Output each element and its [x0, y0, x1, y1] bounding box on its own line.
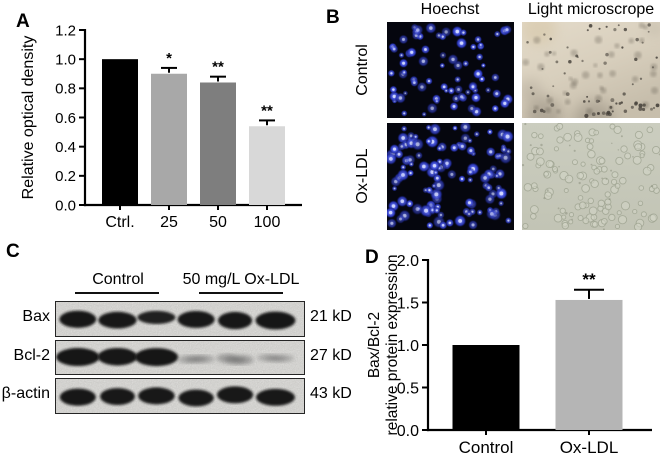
panel-c: C Control 50 mg/L Ox-LDL Bax Bcl-2 β-act… — [0, 228, 362, 457]
column-header-hoechst: Hoechst — [420, 1, 480, 18]
protein-band — [138, 387, 175, 405]
protein-label-bactin: β-actin — [1, 385, 50, 402]
y-tick-label: 1.5 — [397, 295, 419, 312]
panel-d: D 0.0 0.5 1.0 1.5 2.0 Control ** Ox-LDL Bax/Bcl-… — [362, 228, 662, 457]
y-axis-label: Bax/Bcl-2 — [366, 312, 383, 378]
panel-b: B Hoechst Light microscrope Control Ox-L… — [315, 0, 662, 232]
group-underline-control — [75, 292, 159, 294]
faint-cells — [522, 123, 660, 230]
bar-control — [452, 345, 520, 430]
protein-band — [134, 348, 179, 367]
protein-band-faint — [216, 353, 254, 365]
protein-band-faint — [177, 354, 215, 364]
axes: 0.0 0.2 0.4 0.6 0.8 1.0 1.2 — [55, 22, 302, 214]
y-tick-label: 0.6 — [55, 110, 76, 127]
y-tick-label: 0.8 — [55, 81, 76, 98]
significance-label: ** — [261, 102, 273, 119]
mw-label-43kd: 43 kD — [310, 385, 352, 402]
panel-b-label: B — [326, 7, 340, 28]
x-category-label: Ox-LDL — [560, 438, 619, 457]
y-tick-label: 0.4 — [55, 139, 76, 156]
y-axis-label: Relative optical density — [20, 36, 37, 200]
protein-band — [97, 348, 138, 366]
micrograph-light-control — [522, 22, 660, 118]
group-underline-oxldl — [199, 292, 283, 294]
x-category-label: 100 — [254, 214, 281, 228]
y-tick-label: 1.0 — [55, 52, 76, 69]
y-axis-label: relative protein expression — [384, 255, 401, 436]
bar-chart-bax-bcl2-ratio: 0.0 0.5 1.0 1.5 2.0 Control ** Ox-LDL Bax/Bcl-2 r… — [366, 253, 652, 457]
y-tick-label: 0.0 — [55, 197, 76, 214]
protein-band — [255, 311, 296, 330]
y-tick-label: 0.5 — [397, 380, 419, 397]
protein-band — [177, 311, 215, 328]
protein-band — [59, 310, 97, 328]
bar-chart-optical-density: 0.0 0.2 0.4 0.6 0.8 1.0 1.2 Ctrl. * 25 ** 50 ** 100 Re… — [20, 22, 302, 228]
mw-label-21kd: 21 kD — [310, 308, 352, 325]
bar-ctrl- — [102, 59, 138, 205]
protein-band — [59, 388, 96, 406]
y-tick-label: 0.2 — [55, 168, 76, 185]
significance-label: ** — [212, 59, 224, 76]
protein-label-bax: Bax — [22, 308, 50, 325]
y-tick-label: 0.0 — [397, 423, 419, 440]
protein-band — [100, 388, 135, 405]
group-header-oxldl: 50 mg/L Ox-LDL — [182, 271, 300, 288]
column-header-light-microscope: Light microscrope — [527, 1, 655, 18]
panel-c-label: C — [6, 241, 20, 262]
row-label-control: Control — [354, 44, 371, 96]
protein-band — [216, 386, 254, 404]
stained-nuclei — [387, 123, 514, 230]
panel-d-label: D — [365, 247, 379, 268]
micrograph-light-oxldl — [522, 123, 660, 230]
blot-strip-bcl2 — [55, 340, 305, 375]
bar-25 — [151, 73, 187, 205]
group-header-control: Control — [92, 271, 144, 288]
protein-band — [217, 311, 253, 330]
protein-label-bcl2: Bcl-2 — [13, 347, 50, 364]
y-tick-label: 1.0 — [397, 338, 419, 355]
protein-band — [98, 311, 137, 329]
bar-100 — [249, 126, 285, 205]
micrograph-hoechst-oxldl — [387, 123, 514, 230]
x-category-label: Control — [459, 438, 514, 457]
blot-strip-bax — [55, 301, 305, 337]
y-tick-label: 2.0 — [397, 253, 419, 270]
protein-band — [56, 348, 100, 367]
bar-50 — [200, 82, 236, 205]
micrograph-hoechst-control — [387, 22, 514, 118]
bar-ox-ldl — [555, 299, 623, 430]
protein-band-faint — [257, 354, 294, 363]
protein-band — [178, 389, 214, 407]
protein-band — [255, 388, 295, 406]
significance-label: * — [166, 50, 172, 67]
x-category-label: 50 — [209, 214, 227, 228]
x-category-label: Ctrl. — [105, 214, 134, 228]
protein-band — [137, 310, 176, 324]
panel-a: A 0.0 0.2 0.4 0.6 0.8 1.0 1.2 Ctrl. * 25 ** 50 ** 100… — [0, 0, 315, 228]
significance-label: ** — [582, 270, 596, 289]
x-category-label: 25 — [160, 214, 178, 228]
stained-nuclei — [387, 22, 514, 118]
mw-label-27kd: 27 kD — [310, 347, 352, 364]
y-tick-label: 1.2 — [55, 22, 76, 39]
cell-specks — [522, 22, 660, 118]
panel-a-label: A — [16, 11, 30, 32]
blot-strip-bactin — [55, 378, 305, 414]
row-label-oxldl: Ox-LDL — [354, 148, 371, 204]
